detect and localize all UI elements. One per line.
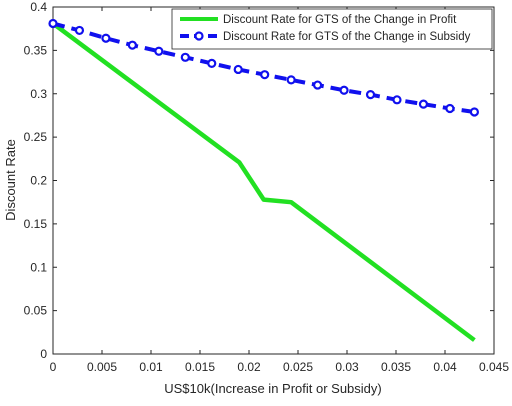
- data-point: [207, 58, 217, 68]
- data-point: [154, 46, 164, 56]
- data-point: [469, 107, 479, 117]
- x-tick-label: 0.025: [283, 360, 313, 374]
- data-point: [180, 52, 190, 62]
- x-tick-label: 0.005: [87, 360, 117, 374]
- plot-area: [52, 6, 495, 355]
- y-tick-label: 0.15: [24, 217, 48, 231]
- series-line-1: [51, 21, 476, 342]
- x-tick-label: 0.015: [185, 360, 215, 374]
- y-tick-label: 0.2: [30, 174, 47, 188]
- y-tick-label: 0: [40, 347, 47, 361]
- y-tick-label: 0.3: [30, 87, 47, 101]
- legend-label-1: Discount Rate for GTS of the Change in P…: [223, 14, 457, 26]
- y-tick-label: 0.4: [30, 0, 47, 14]
- y-tick-label: 0.35: [24, 43, 48, 57]
- x-tick-label: 0.03: [335, 360, 359, 374]
- x-tick-label: 0.02: [237, 360, 261, 374]
- y-tick-label: 0.1: [30, 260, 47, 274]
- data-point: [74, 25, 85, 36]
- y-tick-label: 0.25: [24, 130, 48, 144]
- data-point: [365, 90, 376, 100]
- legend: Discount Rate for GTS of the Change in P…: [171, 8, 493, 50]
- x-tick-label: 0.01: [139, 360, 163, 374]
- y-tick-label: 0.05: [24, 304, 48, 318]
- x-axis-label: US$10k(Increase in Profit or Subsidy): [164, 381, 381, 396]
- x-tick-label: 0.035: [381, 360, 411, 374]
- data-point: [339, 85, 349, 95]
- y-axis-label: Discount Rate: [3, 139, 18, 221]
- legend-marker: [194, 31, 204, 41]
- data-point: [48, 18, 58, 29]
- x-tick-label: 0.045: [479, 360, 509, 374]
- data-point: [127, 40, 137, 50]
- data-point: [101, 33, 111, 43]
- data-point: [445, 103, 455, 114]
- data-point: [286, 75, 296, 85]
- x-tick-label: 0: [50, 360, 57, 374]
- y-axis: 0 0.05 0.1 0.15 0.2 0.25 0.3 0.35 0.4: [24, 0, 494, 361]
- x-tick-label: 0.04: [433, 360, 457, 374]
- data-point: [260, 70, 270, 80]
- legend-label-2: Discount Rate for GTS of the Change in S…: [223, 31, 471, 43]
- series-layer: [48, 18, 479, 342]
- data-point: [392, 95, 402, 105]
- data-point: [313, 80, 323, 90]
- data-point: [233, 64, 243, 75]
- data-point: [418, 99, 429, 109]
- x-axis: 0 0.005 0.01 0.015 0.02 0.025 0.03 0.035 0.04 0.0…: [50, 7, 509, 374]
- legend-box: [171, 8, 493, 50]
